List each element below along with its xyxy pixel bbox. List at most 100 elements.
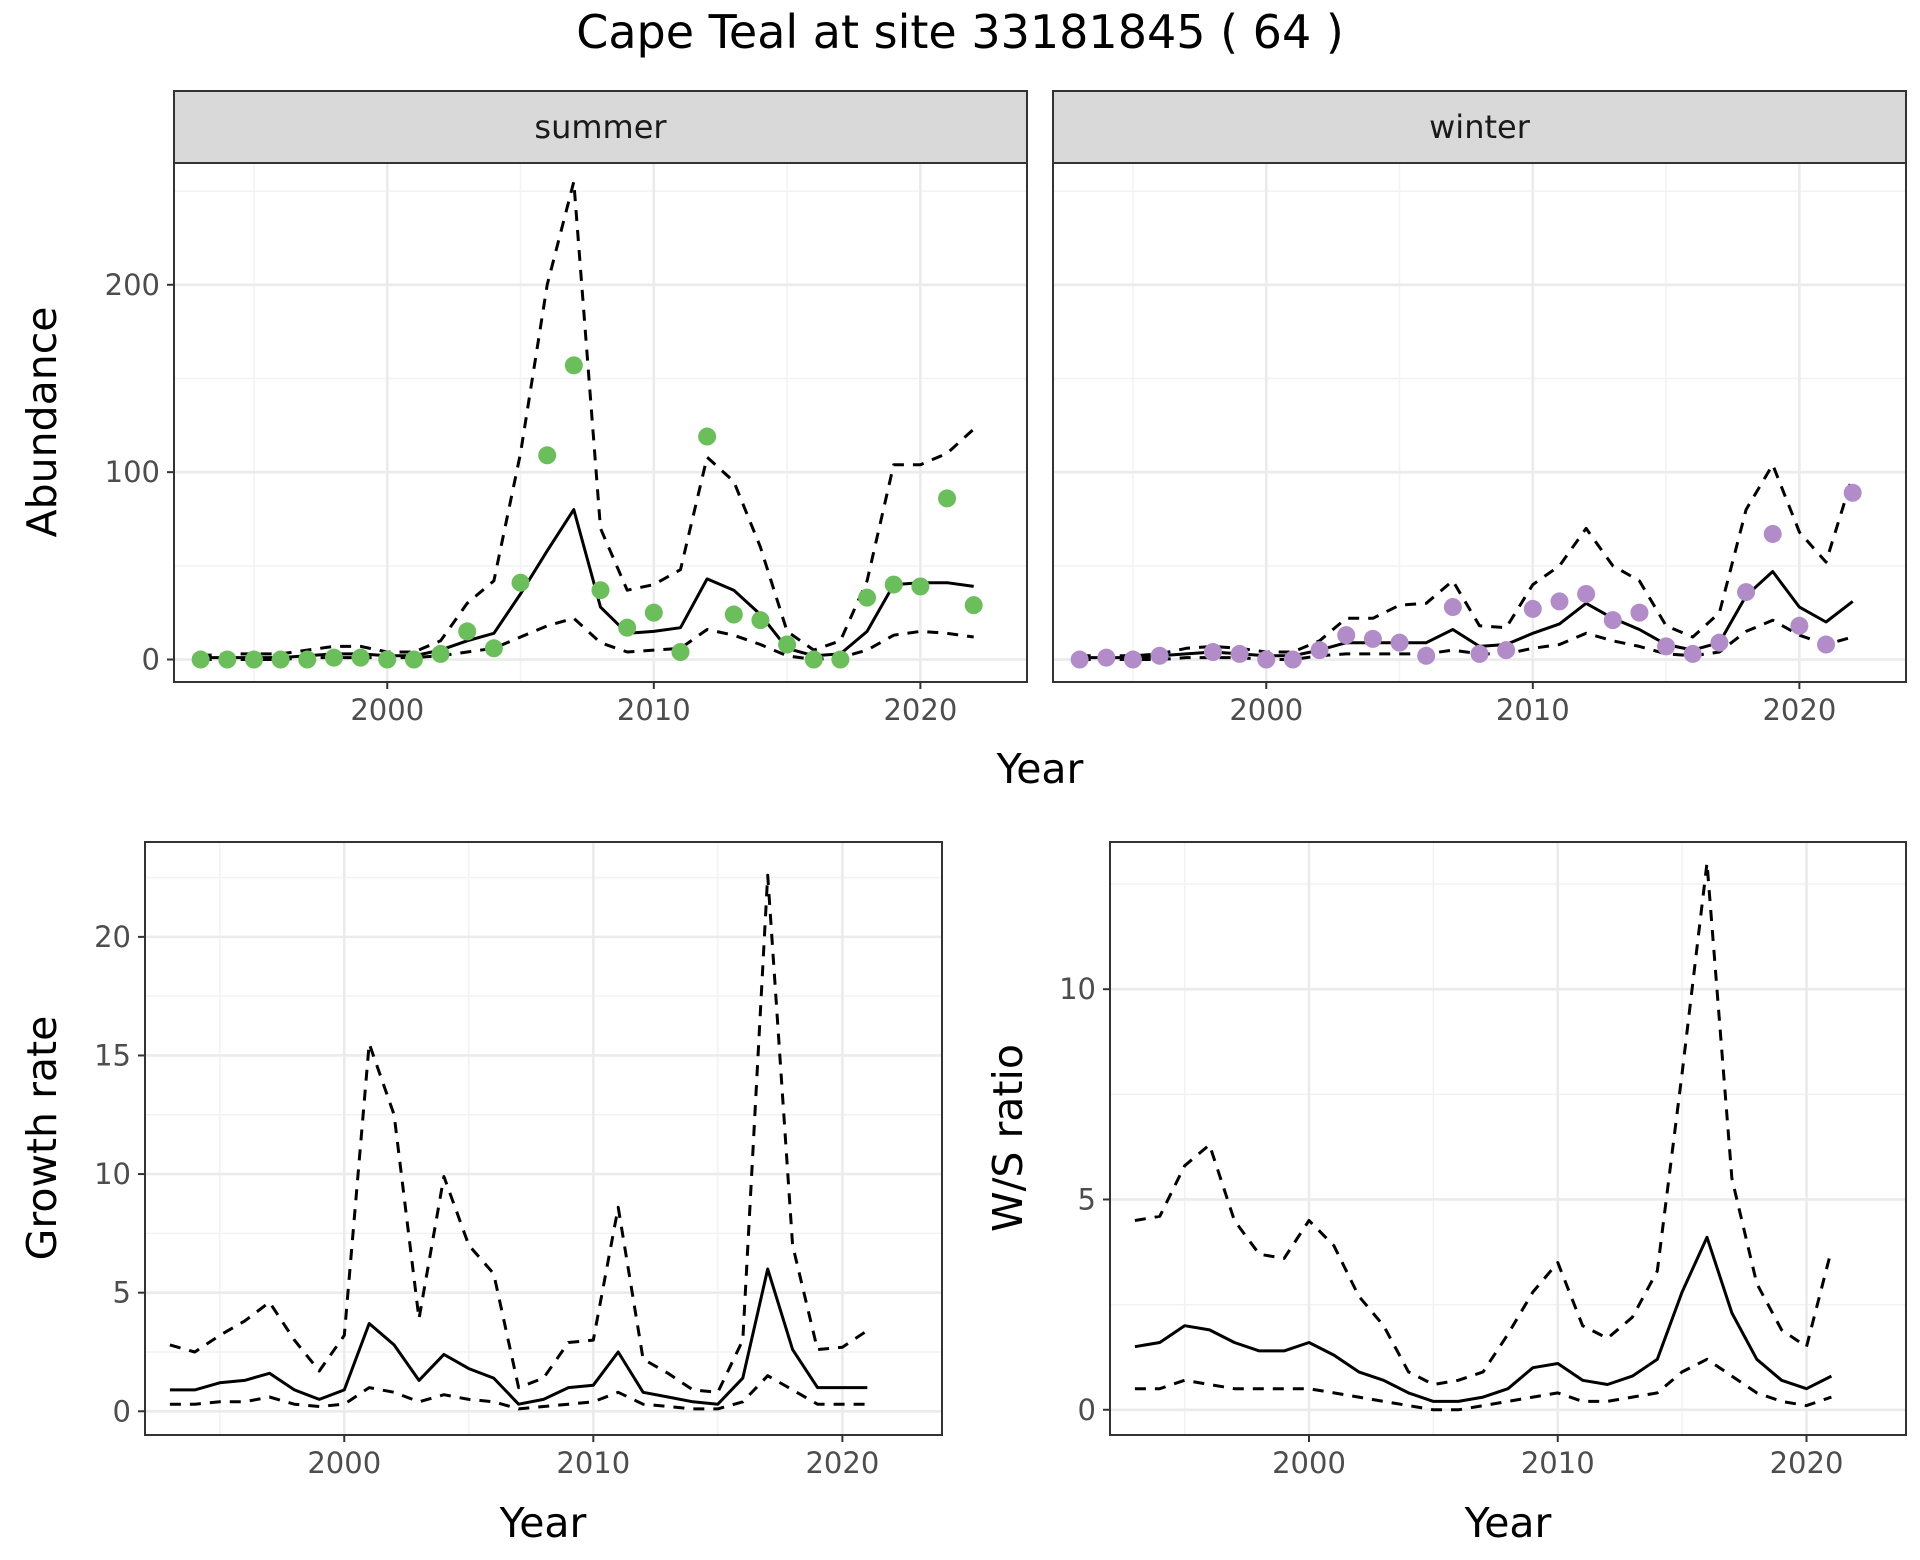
y-tick-label: 10	[94, 1157, 131, 1191]
x-tick-label: 2000	[1229, 693, 1303, 727]
series-line-upper	[169, 873, 869, 1394]
data-point	[218, 650, 237, 669]
series-line-lower	[1134, 1357, 1832, 1412]
data-point	[1390, 633, 1409, 652]
y-tick-label: 5	[113, 1276, 131, 1310]
y-axis-label-growth-rate: Growth rate	[18, 1016, 66, 1261]
data-point	[404, 650, 423, 669]
data-point	[778, 635, 797, 654]
panel-summer: summer 2000 2010 2020 0 100 200	[105, 90, 1028, 727]
data-point	[671, 643, 690, 662]
x-axis-label-top: Year	[996, 745, 1084, 793]
data-point	[804, 650, 823, 669]
data-point	[564, 356, 583, 375]
plot-background	[1053, 163, 1906, 682]
data-point	[1070, 650, 1089, 669]
data-point	[538, 446, 557, 465]
y-tick-label: 0	[113, 1394, 131, 1428]
data-point	[458, 622, 477, 641]
data-point	[1710, 633, 1729, 652]
data-point	[511, 573, 530, 592]
x-tick-label: 2010	[1496, 693, 1570, 727]
data-point	[1497, 641, 1516, 660]
y-tick-label: 5	[1078, 1182, 1096, 1216]
data-point	[244, 650, 263, 669]
data-point	[1737, 583, 1756, 602]
data-point	[591, 581, 610, 600]
y-axis-label-abundance: Abundance	[18, 307, 66, 538]
series-line-lower	[169, 1374, 868, 1411]
facet-strip	[1052, 90, 1907, 164]
plot-border	[1109, 841, 1907, 1436]
series-line-upper	[200, 180, 975, 658]
x-tick-label: 2020	[883, 693, 957, 727]
series-line-upper	[1134, 861, 1833, 1386]
data-point	[271, 650, 290, 669]
data-point	[1470, 644, 1489, 663]
data-point	[1310, 641, 1329, 660]
data-point	[1577, 584, 1596, 603]
series-line-mean	[1134, 1235, 1833, 1403]
data-point	[1817, 635, 1836, 654]
plot-border	[144, 841, 943, 1436]
data-point	[911, 577, 930, 596]
x-tick-label: 2020	[805, 1446, 879, 1480]
data-point	[1230, 644, 1249, 663]
data-point	[1257, 650, 1276, 669]
data-point	[1763, 524, 1782, 543]
panel-winter: winter 2000 2010 2020	[1052, 90, 1907, 727]
data-point	[1550, 592, 1569, 611]
y-tick-label: 10	[1059, 972, 1096, 1006]
panel-growth: 2000 2010 2020 0 5 10 15 20	[94, 841, 943, 1480]
y-tick-label: 200	[105, 268, 160, 302]
x-axis-label-ratio: Year	[1464, 1499, 1552, 1547]
x-tick-label: 2010	[1521, 1446, 1595, 1480]
data-point	[1657, 637, 1676, 656]
data-point	[884, 575, 903, 594]
y-tick-label: 15	[94, 1038, 131, 1072]
data-point	[351, 648, 370, 667]
data-point	[1630, 603, 1649, 622]
y-tick-label: 0	[142, 643, 160, 677]
chart-title: Cape Teal at site 33181845 ( 64 )	[576, 5, 1344, 59]
data-point	[858, 588, 877, 607]
series-line-mean	[169, 1267, 868, 1406]
x-tick-label: 2000	[350, 693, 424, 727]
data-point	[1443, 598, 1462, 617]
facet-strip	[173, 90, 1028, 164]
data-point	[1337, 626, 1356, 645]
y-tick-label: 0	[1078, 1393, 1096, 1427]
facet-label: summer	[534, 108, 667, 146]
x-tick-label: 2020	[1762, 693, 1836, 727]
y-axis-label-ws-ratio: W/S ratio	[984, 1044, 1032, 1232]
data-point	[1603, 611, 1622, 630]
data-point	[1283, 650, 1302, 669]
plot-background	[1110, 842, 1906, 1435]
data-point	[1417, 646, 1436, 665]
data-point	[1203, 643, 1222, 662]
data-point	[1790, 616, 1809, 635]
data-point	[431, 644, 450, 663]
x-axis-label-growth: Year	[499, 1499, 587, 1547]
x-tick-label: 2000	[307, 1446, 381, 1480]
x-tick-label: 2000	[1272, 1446, 1346, 1480]
data-point	[1150, 646, 1169, 665]
x-tick-label: 2010	[556, 1446, 630, 1480]
x-tick-label: 2010	[617, 693, 691, 727]
x-tick-label: 2020	[1770, 1446, 1844, 1480]
data-point	[938, 489, 957, 508]
facet-label: winter	[1429, 108, 1531, 146]
data-point	[751, 611, 770, 630]
data-point	[378, 650, 397, 669]
data-point	[1683, 644, 1702, 663]
data-point	[1523, 599, 1542, 618]
plot-background	[145, 842, 942, 1435]
data-point	[724, 605, 743, 624]
data-point	[1363, 629, 1382, 648]
data-point	[698, 427, 717, 446]
data-point	[1097, 648, 1116, 667]
data-point	[644, 603, 663, 622]
y-tick-label: 100	[105, 455, 160, 489]
